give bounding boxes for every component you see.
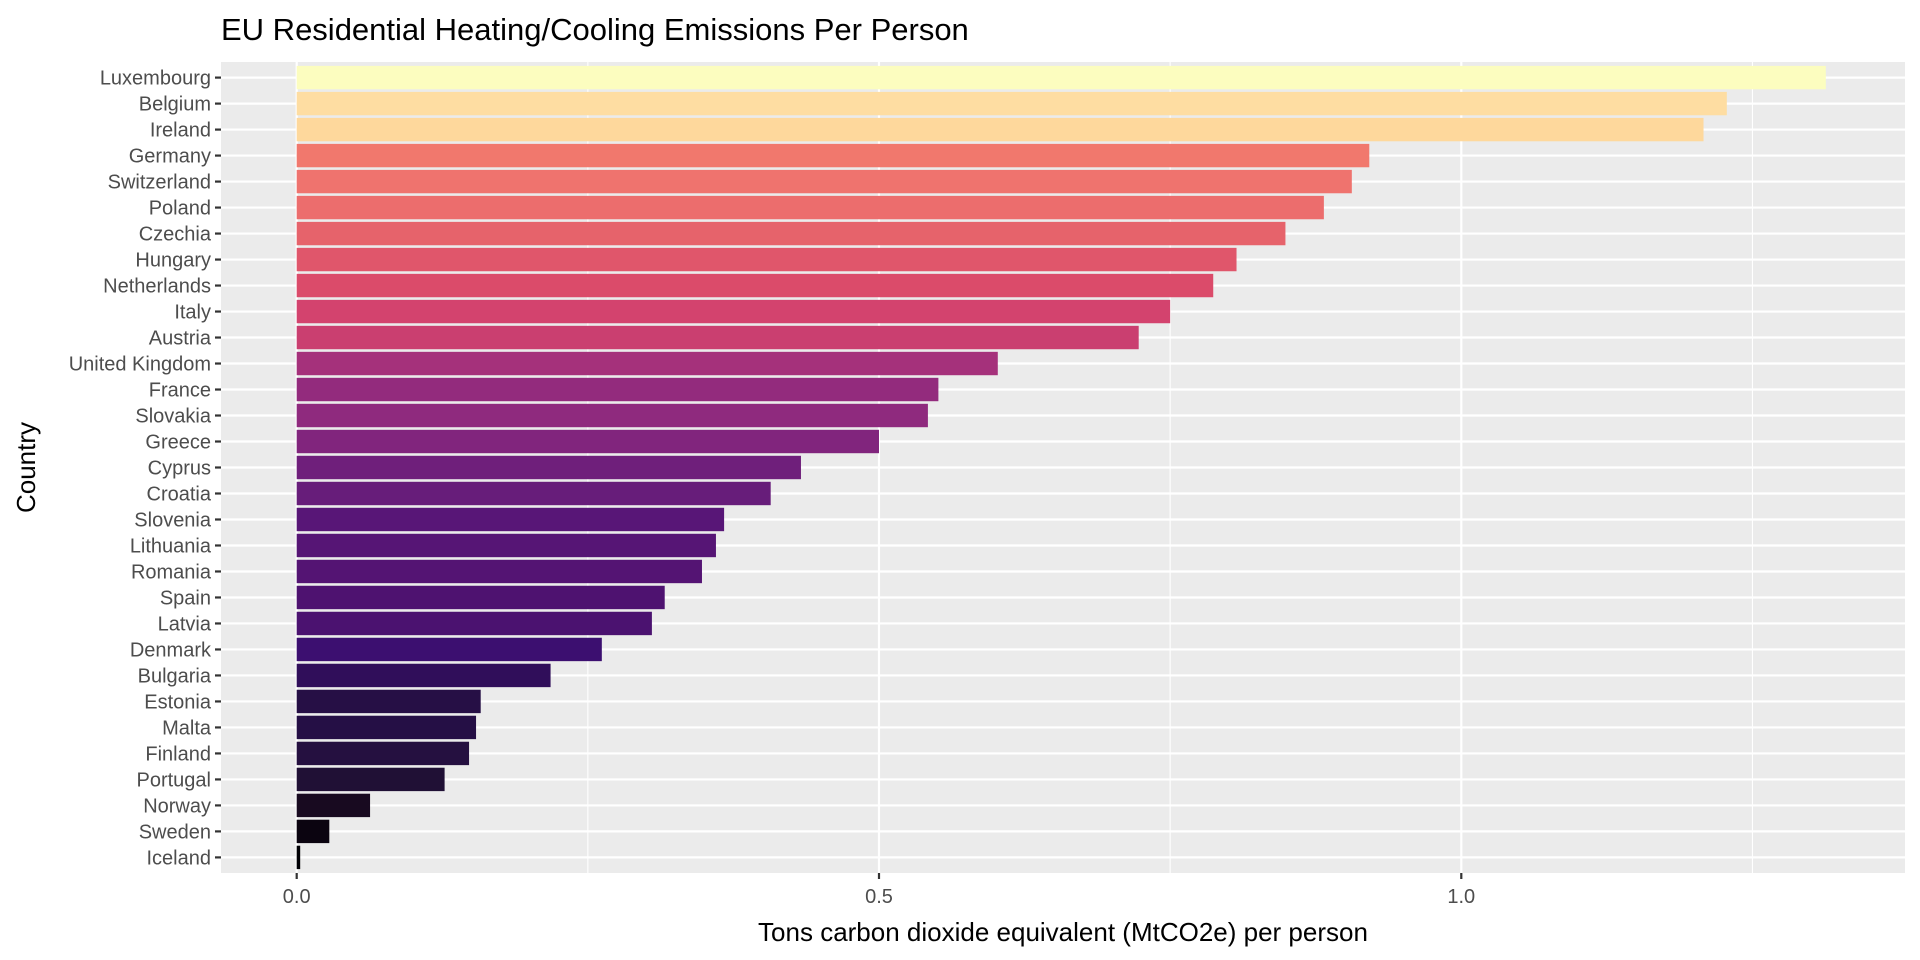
bar-latvia [296, 611, 652, 636]
y-axis-title: Country [11, 422, 41, 513]
y-tick-label: Latvia [158, 613, 212, 635]
y-axis: Luxembourg Belgium Ireland Germany Switzerla… [69, 68, 221, 869]
y-tick-label: Slovenia [134, 509, 212, 531]
bar-slovenia [296, 507, 725, 532]
y-tick-label: Sweden [139, 821, 211, 843]
bar-iceland [296, 845, 301, 870]
bar-netherlands [296, 273, 1214, 298]
bar-germany [296, 143, 1370, 168]
bar-sweden [296, 819, 330, 844]
y-tick-label: Ireland [150, 120, 211, 142]
y-tick-label: Iceland [147, 847, 212, 869]
x-axis: 0.0 0.5 1.0 [283, 873, 1475, 908]
y-tick-label: Belgium [139, 94, 211, 116]
bar-norway [296, 793, 371, 818]
bar-croatia [296, 481, 771, 506]
bar-switzerland [296, 169, 1352, 194]
bar-finland [296, 741, 470, 766]
bar-lithuania [296, 533, 716, 558]
y-tick-label: Bulgaria [138, 665, 212, 687]
bar-france [296, 377, 939, 402]
y-tick-label: Greece [145, 432, 211, 454]
bar-italy [296, 299, 1171, 324]
bar-denmark [296, 637, 602, 662]
bar-czechia [296, 221, 1286, 246]
x-tick-label: 0.0 [283, 886, 311, 908]
y-tick-label: Croatia [147, 483, 212, 505]
y-tick-label: Hungary [135, 250, 211, 272]
bar-belgium [296, 91, 1727, 116]
y-tick-label: Netherlands [103, 276, 211, 298]
bar-austria [296, 325, 1139, 350]
bar-cyprus [296, 455, 801, 480]
bar-malta [296, 715, 477, 740]
y-tick-label: Luxembourg [100, 68, 211, 90]
y-tick-label: Czechia [139, 224, 212, 246]
bar-luxembourg [296, 65, 1826, 90]
chart-title: EU Residential Heating/Cooling Emissions… [221, 12, 969, 47]
bar-bulgaria [296, 663, 551, 688]
y-tick-label: Malta [162, 717, 212, 739]
y-tick-label: Finland [145, 743, 211, 765]
bar-greece [296, 429, 879, 454]
bar-united-kingdom [296, 351, 998, 376]
y-tick-label: Estonia [144, 691, 212, 713]
y-tick-label: Portugal [137, 769, 212, 791]
bars [296, 65, 1826, 870]
y-tick-label: Switzerland [108, 172, 211, 194]
y-tick-label: Denmark [130, 639, 212, 661]
y-tick-label: Romania [131, 561, 212, 583]
y-tick-label: Austria [149, 328, 212, 350]
y-tick-label: Spain [160, 587, 211, 609]
bar-estonia [296, 689, 481, 714]
bar-spain [296, 585, 665, 610]
y-tick-label: France [149, 380, 211, 402]
y-tick-label: Slovakia [135, 406, 211, 428]
y-tick-label: Poland [149, 198, 211, 220]
bar-ireland [296, 117, 1704, 142]
y-tick-label: Italy [174, 302, 211, 324]
bar-portugal [296, 767, 445, 792]
bar-romania [296, 559, 702, 584]
x-axis-title: Tons carbon dioxide equivalent (MtCO2e) … [758, 917, 1368, 947]
y-tick-label: Germany [129, 146, 211, 168]
y-tick-label: United Kingdom [69, 354, 211, 376]
y-tick-label: Norway [143, 795, 211, 817]
bar-poland [296, 195, 1324, 220]
y-tick-label: Lithuania [130, 535, 212, 557]
x-tick-label: 0.5 [865, 886, 893, 908]
bar-slovakia [296, 403, 928, 428]
y-tick-label: Cyprus [148, 458, 211, 480]
bar-hungary [296, 247, 1237, 272]
x-tick-label: 1.0 [1447, 886, 1475, 908]
